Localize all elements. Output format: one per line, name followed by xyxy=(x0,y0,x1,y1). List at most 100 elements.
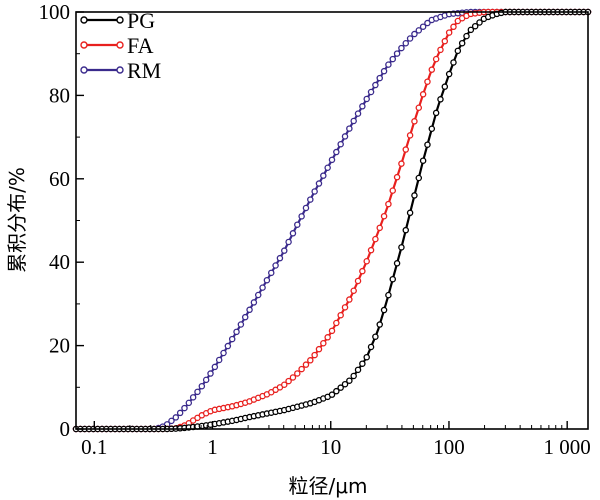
series-rm-marker xyxy=(402,40,410,47)
series-fa-marker xyxy=(424,78,431,85)
series-fa-marker xyxy=(298,365,305,373)
series-rm-marker xyxy=(333,148,340,156)
series-fa-marker xyxy=(406,132,414,139)
series-rm-marker xyxy=(298,213,305,220)
series-rm-marker xyxy=(294,221,301,228)
legend-marker-rm xyxy=(116,66,124,74)
series-rm-marker xyxy=(215,356,223,364)
series-rm-marker xyxy=(393,50,401,57)
series-rm-marker xyxy=(324,164,331,171)
x-tick-label: 0.1 xyxy=(81,435,107,459)
series-pg-marker xyxy=(458,39,466,47)
series-fa-marker xyxy=(380,212,388,220)
series-pg-marker xyxy=(415,174,423,182)
legend-marker-fa xyxy=(116,41,124,49)
series-fa-marker xyxy=(437,46,444,54)
series-rm-marker xyxy=(372,81,379,89)
series-rm-marker xyxy=(424,19,431,27)
series-pg-marker xyxy=(328,391,336,398)
series-fa-marker xyxy=(346,296,353,303)
series-rm-marker xyxy=(259,284,266,291)
series-pg-marker xyxy=(441,83,449,90)
series-pg-marker xyxy=(350,372,357,380)
series-fa-marker xyxy=(315,345,323,353)
series-fa-marker xyxy=(285,377,292,385)
legend-marker-pg xyxy=(116,16,124,24)
series-rm-marker xyxy=(254,291,262,299)
series-pg-marker xyxy=(363,353,370,361)
series-pg-marker xyxy=(367,343,375,351)
series-rm-marker xyxy=(241,313,249,321)
series-rm-marker xyxy=(376,74,383,82)
x-tick-label: 100 xyxy=(433,435,465,459)
x-tick-label: 1 000 xyxy=(544,435,591,459)
series-rm-marker xyxy=(237,321,245,328)
series-fa-marker xyxy=(372,235,379,243)
series-rm-marker xyxy=(315,180,323,187)
y-tick-label: 60 xyxy=(49,167,70,191)
series-fa-marker xyxy=(341,304,349,311)
series-pg-marker xyxy=(428,125,436,133)
y-tick-label: 0 xyxy=(60,417,71,441)
y-axis-title: 累积分布/% xyxy=(5,167,29,273)
series-rm-marker xyxy=(168,417,175,425)
series-rm-marker xyxy=(380,67,388,75)
series-pg-marker xyxy=(411,192,418,199)
series-rm-marker xyxy=(202,376,210,384)
legend-item-fa: FA xyxy=(80,33,154,58)
series-fa-marker xyxy=(389,187,396,194)
legend-label-fa: FA xyxy=(127,33,154,58)
series-fa-marker xyxy=(320,339,327,347)
series-fa-marker xyxy=(307,357,314,364)
series-pg-marker xyxy=(359,360,366,367)
series-rm-marker xyxy=(398,44,405,52)
series-pg-marker xyxy=(380,306,388,314)
series-pg-marker xyxy=(341,380,349,388)
series-rm-marker xyxy=(250,299,258,306)
y-tick-label: 80 xyxy=(49,83,70,107)
legend-label-rm: RM xyxy=(127,58,161,83)
series-pg-marker xyxy=(450,59,457,66)
x-tick-label: 10 xyxy=(320,435,341,459)
series-rm-marker xyxy=(406,35,414,42)
series-rm-marker xyxy=(207,370,214,377)
series-rm-marker xyxy=(311,188,318,195)
series-rm-marker xyxy=(302,204,310,212)
series-rm-marker xyxy=(267,269,275,277)
series-fa-marker xyxy=(402,146,410,153)
series-rm-marker xyxy=(346,125,353,132)
series-rm-marker xyxy=(246,306,253,314)
series-rm-marker xyxy=(385,61,392,68)
series-rm-marker xyxy=(359,103,366,110)
series-rm-marker xyxy=(285,238,292,246)
series-pg-marker xyxy=(376,321,383,328)
series-rm-marker xyxy=(263,276,271,284)
series-pg-marker xyxy=(354,366,362,374)
series-pg-marker xyxy=(445,70,453,78)
series-fa-marker xyxy=(432,55,440,63)
series-pg-marker xyxy=(385,291,392,299)
series-fa-marker xyxy=(419,91,427,98)
series-pg-marker xyxy=(393,260,401,267)
series-fa-marker xyxy=(411,118,418,125)
series-fa-marker xyxy=(445,29,453,36)
series-fa-marker xyxy=(441,37,449,45)
series-pg-marker xyxy=(432,109,440,117)
series-rm-marker xyxy=(350,117,357,125)
series-fa-marker xyxy=(376,224,383,232)
series-pg-marker xyxy=(337,384,344,391)
series-pg-marker xyxy=(389,275,396,283)
series-rm-marker xyxy=(307,196,314,203)
series-rm-marker xyxy=(281,247,288,254)
series-rm-marker xyxy=(415,27,423,34)
series-pg-marker xyxy=(467,26,475,34)
series-rm-marker xyxy=(363,95,370,103)
legend-label-pg: PG xyxy=(127,8,155,33)
x-tick-label: 1 xyxy=(207,435,218,459)
series-fa-marker xyxy=(302,361,310,368)
series-rm-marker xyxy=(367,88,375,96)
series-pg-marker xyxy=(424,141,431,148)
y-axis-ticks: 0 20 40 60 80 100 xyxy=(39,0,84,441)
series-pg-marker xyxy=(333,387,340,395)
series-pg-marker xyxy=(476,19,483,26)
